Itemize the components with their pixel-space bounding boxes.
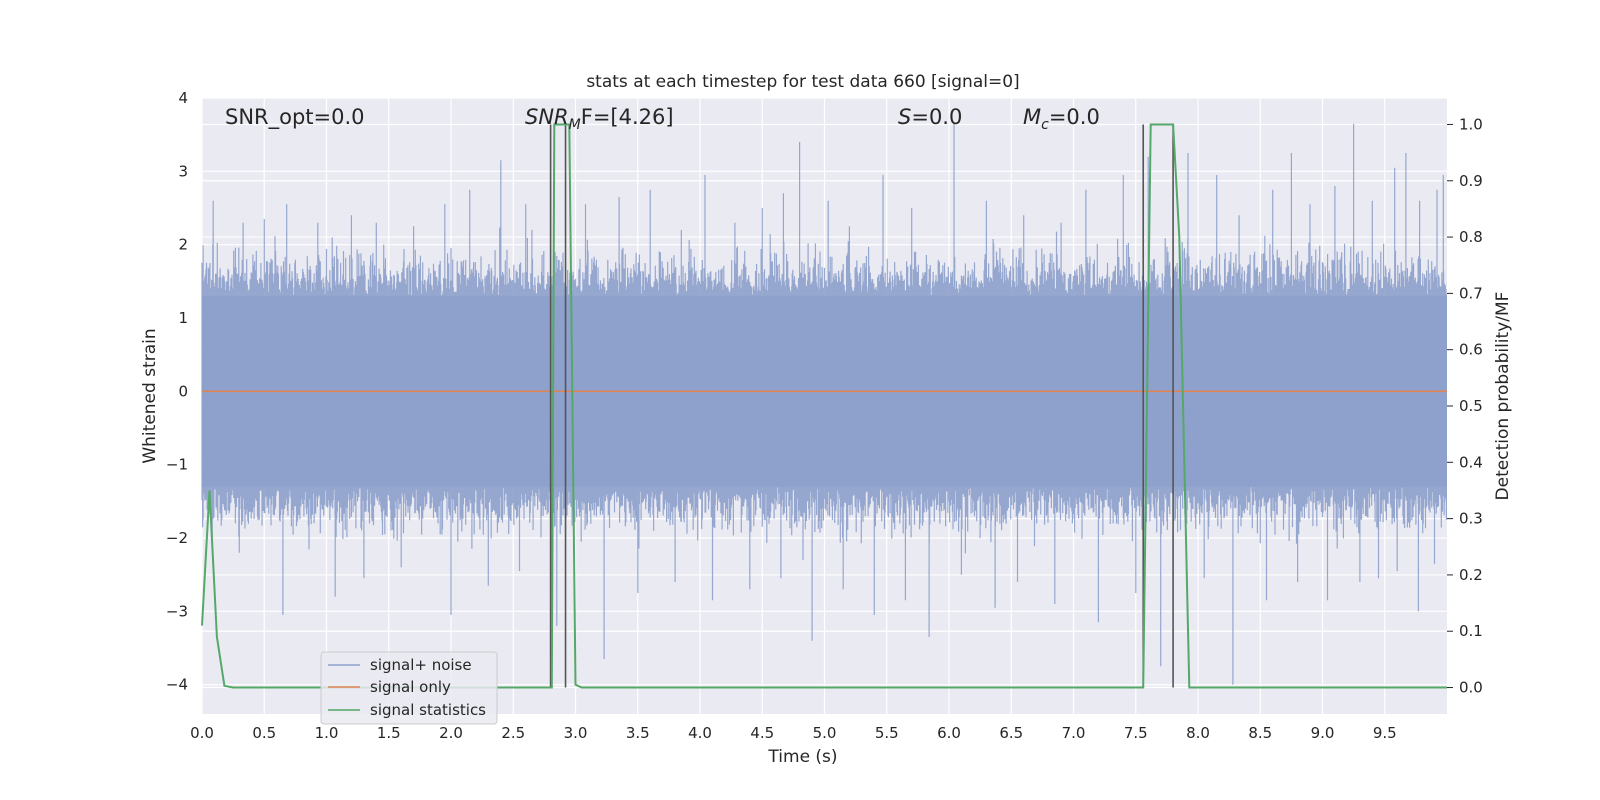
- vertical-markers: [549, 124, 1174, 688]
- annotation-mc-sub: c: [1041, 117, 1049, 133]
- y-axis-ticks: 4 3 2 1 0 −1 −2 −3 −4: [166, 89, 188, 694]
- annotation-mc-suffix: =0.0: [1049, 105, 1100, 129]
- x-axis-label: Time (s): [767, 747, 837, 767]
- x-tick-label: 5.5: [875, 724, 899, 742]
- y-right-tick-label: 0.6: [1459, 341, 1483, 359]
- legend-box: [320, 651, 498, 725]
- x-tick-label: 7.0: [1062, 724, 1086, 742]
- y-right-tick-label: 0.4: [1459, 453, 1483, 471]
- y-tick-label: −3: [166, 602, 188, 620]
- y-tick-label: 2: [178, 236, 188, 254]
- annotation-snr-mf: SNRMF=[4.26]: [525, 105, 674, 133]
- y-right-tick-label: 0.3: [1459, 510, 1483, 528]
- noise-trace: [201, 123, 1447, 685]
- x-tick-label: 3.5: [626, 724, 650, 742]
- x-tick-label: 9.0: [1311, 724, 1335, 742]
- x-tick-label: 2.0: [439, 724, 463, 742]
- series-signal-statistics: [201, 123, 1447, 689]
- y-right-tick-label: 0.8: [1459, 228, 1483, 246]
- y-tick-label: −4: [166, 676, 188, 694]
- y-right-tick-label: 0.2: [1459, 566, 1483, 584]
- y-tick-label: −2: [166, 529, 188, 547]
- x-tick-label: 3.0: [564, 724, 588, 742]
- y-tick-label: 4: [178, 89, 188, 107]
- y-right-tick-label: 0.0: [1459, 679, 1483, 697]
- chart-title: stats at each timestep for test data 660…: [586, 72, 1019, 92]
- y-right-tick-label: 0.7: [1459, 284, 1483, 302]
- x-tick-label: 5.0: [813, 724, 837, 742]
- y-tick-label: −1: [166, 456, 188, 474]
- y-right-tick-label: 0.9: [1459, 172, 1483, 190]
- y-right-axis-label: Detection probability/MF: [1493, 292, 1513, 501]
- y-tick-label: 0: [178, 382, 188, 400]
- y-tick-label: 1: [178, 309, 188, 327]
- x-tick-label: 8.0: [1186, 724, 1210, 742]
- y-right-tick-label: 0.5: [1459, 397, 1483, 415]
- y-right-tick-label: 0.1: [1459, 622, 1483, 640]
- legend-item-signal-noise: signal+ noise: [370, 656, 472, 674]
- x-tick-label: 6.5: [999, 724, 1023, 742]
- y-axis-label: Whitened strain: [140, 328, 160, 463]
- legend: signal+ noise signal only signal statist…: [320, 651, 498, 725]
- annotation-snr-mf-suffix: F=[4.26]: [581, 105, 674, 129]
- x-tick-label: 4.0: [688, 724, 712, 742]
- y-right-tick-label: 1.0: [1459, 115, 1483, 133]
- annotation-s-suffix: =0.0: [911, 105, 962, 129]
- annotation-s: S=0.0: [898, 105, 962, 129]
- y-right-axis-ticks: 1.0 0.9 0.8 0.7 0.6 0.5 0.4 0.3 0.2 0.1 0.0: [1447, 115, 1483, 697]
- x-tick-label: 9.5: [1373, 724, 1397, 742]
- annotation-s-prefix: S: [898, 105, 911, 129]
- annotation-snr-mf-sub: M: [569, 117, 581, 133]
- x-tick-label: 1.5: [377, 724, 401, 742]
- annotation-snr-opt: SNR_opt=0.0: [225, 105, 365, 130]
- y-tick-label: 3: [178, 162, 188, 180]
- x-tick-label: 6.0: [937, 724, 961, 742]
- annotation-mc: Mc=0.0: [1023, 105, 1100, 133]
- x-tick-label: 2.5: [501, 724, 525, 742]
- legend-item-signal-only: signal only: [370, 678, 451, 696]
- x-tick-label: 4.5: [750, 724, 774, 742]
- x-tick-label: 0.0: [190, 724, 214, 742]
- x-axis-ticks: 0.0 0.5 1.0 1.5 2.0 2.5 3.0 3.5 4.0 4.5 5.0 5.5 6.0 6…: [190, 724, 1397, 742]
- annotation-mc-prefix: M: [1023, 105, 1041, 129]
- legend-item-signal-statistics: signal statistics: [370, 701, 486, 719]
- x-tick-label: 1.0: [315, 724, 339, 742]
- annotation-snr-mf-prefix: SNR: [525, 105, 569, 129]
- x-tick-label: 8.5: [1248, 724, 1272, 742]
- x-tick-label: 0.5: [252, 724, 276, 742]
- x-tick-label: 7.5: [1124, 724, 1148, 742]
